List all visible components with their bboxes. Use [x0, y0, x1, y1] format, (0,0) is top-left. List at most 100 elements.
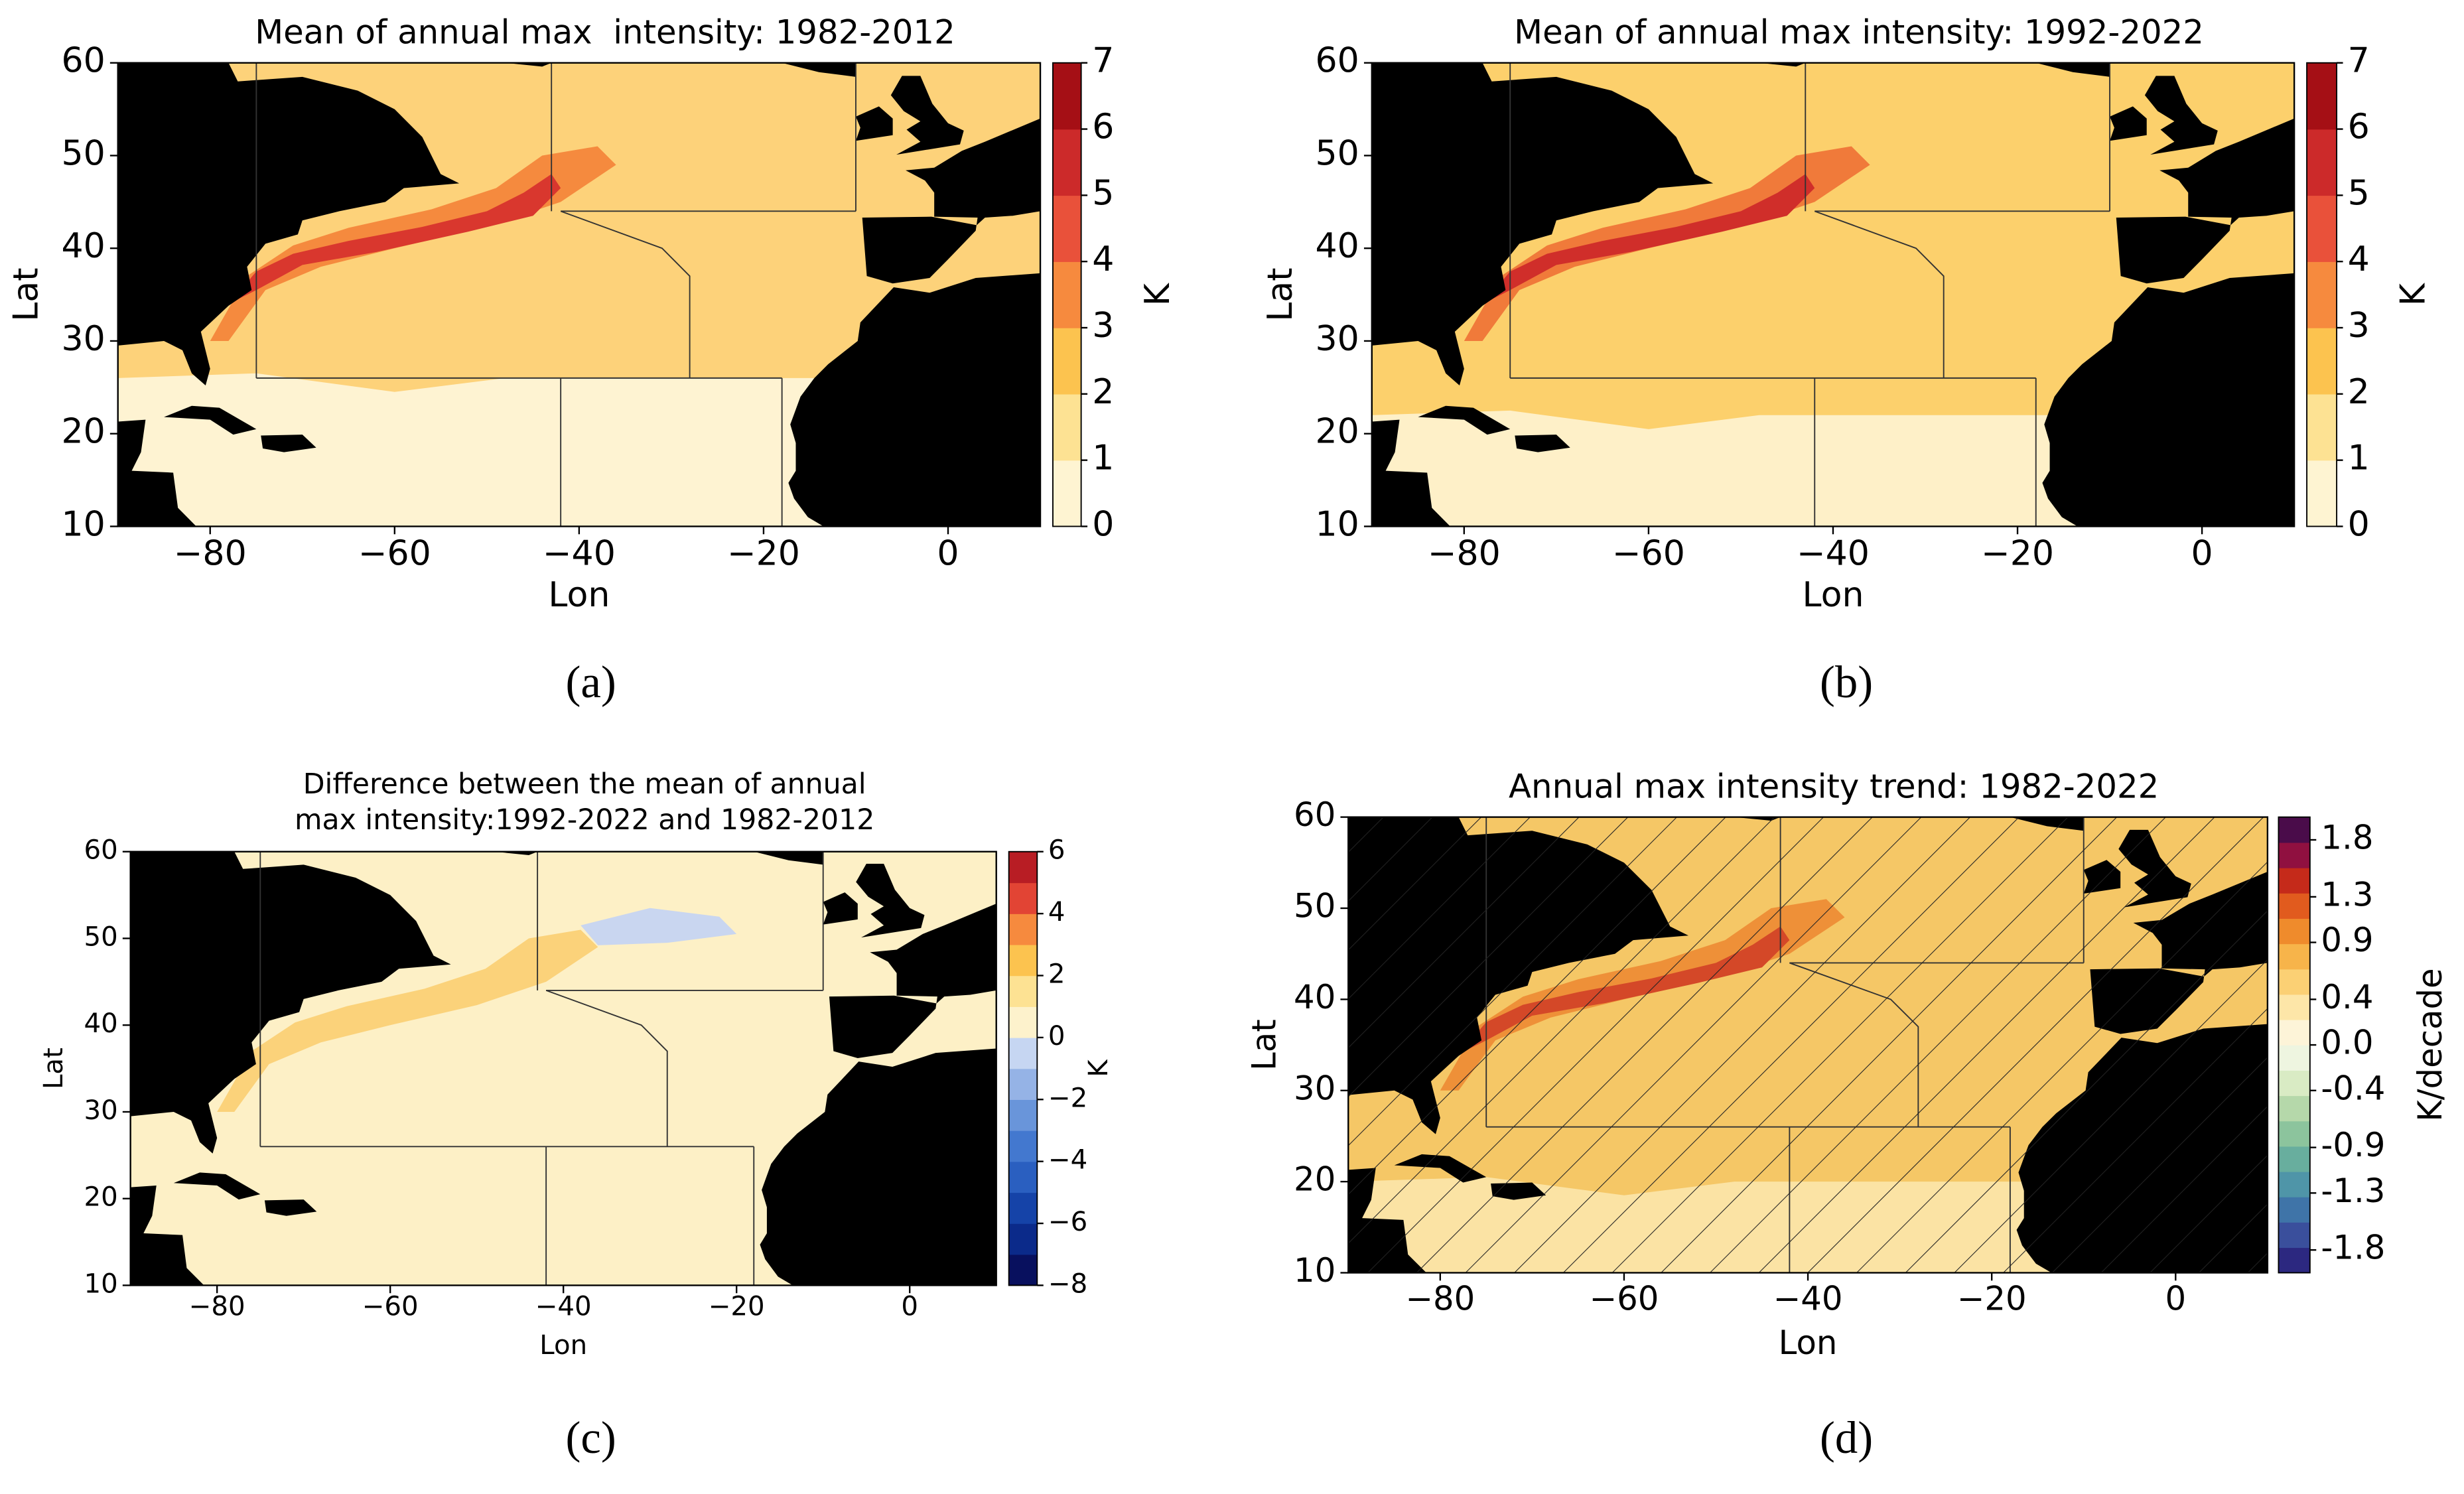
colorbar-tick-label: 2 [1092, 372, 1114, 412]
colorbar-band [1052, 62, 1081, 130]
chart-title: max intensity:1992-2022 and 1982-2012 [295, 803, 874, 837]
colorbar-band [2307, 261, 2337, 328]
colorbar-band [1008, 882, 1038, 914]
colorbar-band [2278, 1019, 2310, 1046]
y-tick-label: 60 [1294, 795, 1335, 834]
land [261, 435, 316, 452]
map [117, 62, 1041, 527]
colorbar-tick-label: 3 [2348, 306, 2370, 346]
colorbar-band [1008, 1099, 1038, 1131]
x-tick-label: −80 [1405, 1279, 1475, 1318]
field-high [1482, 174, 1815, 305]
colorbar-band [1008, 944, 1038, 977]
colorbar-band [1052, 393, 1081, 461]
field-mid [217, 929, 598, 1112]
y-tick-label: 10 [1316, 504, 1359, 544]
y-tick-label: 20 [1294, 1160, 1335, 1199]
colorbar-tick-label: 0 [1092, 504, 1114, 544]
y-tick-label: 50 [61, 133, 105, 173]
x-tick-label: 0 [2165, 1279, 2186, 1318]
land [164, 405, 257, 435]
colorbar-band [2278, 1171, 2310, 1197]
x-tick-label: −60 [1612, 534, 1685, 574]
y-tick-label: 30 [1294, 1069, 1335, 1107]
land [862, 118, 1041, 284]
panel-caption: (d) [1820, 1412, 1873, 1463]
x-tick-label: −60 [1589, 1279, 1659, 1318]
colorbar-label: K [1083, 1059, 1114, 1077]
panel-caption: (a) [566, 657, 616, 707]
x-tick-label: 0 [901, 1292, 918, 1322]
land [130, 1186, 204, 1286]
colorbar-tick-label: −4 [1048, 1145, 1087, 1176]
colorbar-band [2307, 460, 2337, 527]
colorbar-band [2307, 393, 2337, 461]
field-negative [581, 908, 737, 945]
x-tick-label: −60 [362, 1292, 419, 1322]
y-tick-label: 40 [84, 1008, 117, 1039]
land [2116, 118, 2295, 284]
y-axis-label: Lat [7, 267, 46, 321]
land [1371, 419, 1450, 527]
y-tick-label: 40 [1316, 226, 1359, 266]
colorbar-band [1052, 328, 1081, 395]
colorbar-band [1052, 460, 1081, 527]
colorbar-tick-label: 1.8 [2321, 818, 2373, 856]
colorbar-tick-label: -0.4 [2321, 1069, 2385, 1107]
colorbar-tick-label: 0 [1048, 1021, 1065, 1052]
y-tick-label: 50 [1294, 887, 1335, 925]
chart-title: Annual max intensity trend: 1982-2022 [1509, 768, 2159, 806]
colorbar-tick-label: 1 [1092, 439, 1114, 478]
region-border [545, 989, 668, 1147]
land [2035, 62, 2110, 77]
colorbar-tick-label: 2 [2348, 372, 2370, 412]
colorbar-label: K/decade [2411, 968, 2449, 1121]
y-tick-label: 20 [61, 412, 105, 452]
land [459, 62, 552, 67]
colorbar-band [1008, 1161, 1038, 1193]
colorbar-band [1052, 261, 1081, 328]
colorbar-band [2278, 1095, 2310, 1122]
y-tick-label: 60 [84, 835, 117, 866]
colorbar-tick-label: 0.4 [2321, 978, 2373, 1016]
y-axis-label: Lat [1245, 1019, 1284, 1071]
y-axis-label: Lat [1261, 267, 1300, 321]
colorbar-band [1008, 1130, 1038, 1162]
colorbar-frame [1008, 850, 1038, 1286]
colorbar-frame [1052, 62, 1082, 527]
colorbar-tick-label: 7 [2348, 41, 2370, 81]
colorbar-tick-label: 0 [2348, 504, 2370, 544]
land [2110, 106, 2147, 141]
colorbar-band [1008, 1037, 1038, 1069]
land [823, 892, 858, 925]
y-tick-label: 10 [84, 1268, 117, 1299]
x-tick-label: −40 [1797, 534, 1870, 574]
x-tick-label: −20 [1957, 1279, 2027, 1318]
colorbar-band [2278, 1070, 2310, 1097]
colorbar-band [2278, 994, 2310, 1020]
colorbar-band [1008, 851, 1038, 884]
land [1418, 405, 1511, 435]
colorbar-band [2278, 867, 2310, 894]
colorbar-tick-label: 7 [1092, 41, 1114, 81]
hatching [1348, 817, 2268, 1273]
colorbar-band [2278, 893, 2310, 919]
y-tick-label: 10 [61, 504, 105, 544]
x-tick-label: −20 [709, 1292, 765, 1322]
panel-caption: (b) [1820, 657, 1873, 707]
colorbar-tick-label: 2 [1048, 959, 1065, 990]
land [117, 62, 460, 386]
colorbar-band [1008, 1223, 1038, 1255]
colorbar-band [2278, 1045, 2310, 1071]
x-tick-label: −80 [189, 1292, 245, 1322]
y-tick-label: 20 [1316, 412, 1359, 452]
colorbar-band [2278, 1222, 2310, 1249]
colorbar-tick-label: 3 [1092, 306, 1114, 346]
region-border [1814, 210, 1945, 378]
colorbar-band [1008, 1192, 1038, 1224]
colorbar-tick-label: 5 [1092, 173, 1114, 213]
land [130, 851, 451, 1154]
colorbar-band [2307, 328, 2337, 395]
land [782, 62, 856, 77]
